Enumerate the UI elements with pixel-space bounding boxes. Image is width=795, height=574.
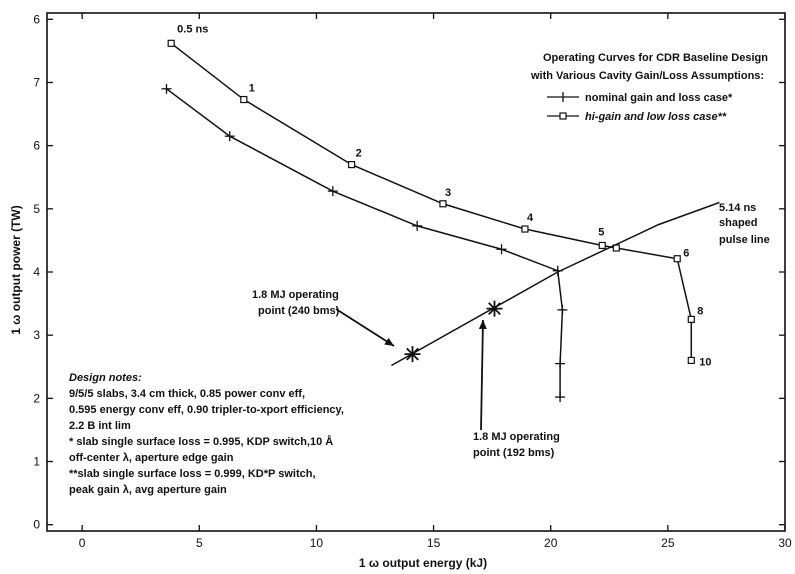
point-label-2: 2	[356, 148, 362, 160]
y-tick-label-0: 0	[33, 518, 40, 532]
annotation-192-line-1: 1.8 MJ operating	[473, 431, 560, 443]
x-tick-label-6: 30	[778, 536, 792, 550]
point-nominal-gain-and-loss-case-1	[224, 131, 235, 142]
design-note-line-6: **slab single surface loss = 0.999, KD*P…	[69, 468, 316, 480]
point-nominal-gain-and-loss-case-4	[496, 244, 507, 255]
annotation-pulse-line-1: 5.14 ns	[719, 202, 756, 214]
y-axis-label: 1 ω output power (TW)	[9, 205, 23, 334]
design-note-line-4: * slab single surface loss = 0.995, KDP …	[69, 436, 334, 448]
annotation-240-line-2: point (240 bms)	[258, 305, 340, 317]
point-label-1: 1	[249, 83, 255, 95]
y-tick-label-5: 5	[33, 202, 40, 216]
x-tick-label-3: 15	[427, 536, 441, 550]
point-hi-gain-and-low-loss-case-4	[521, 225, 529, 233]
y-tick-label-7: 7	[33, 75, 40, 89]
legend-swatch-nominal	[547, 92, 579, 102]
design-note-line-7: peak gain λ, avg aperture gain	[69, 484, 227, 496]
design-note-line-2: 0.595 energy conv eff, 0.90 tripler-to-x…	[69, 404, 344, 416]
legend-label-hi-gain: hi-gain and low loss case**	[585, 111, 727, 123]
y-tick-label-4: 4	[33, 265, 40, 279]
operating-point-star-1	[486, 300, 503, 317]
annotation-pulse-line: 5.14 ns shaped pulse line	[719, 202, 770, 246]
annotation-192-line-2: point (192 bms)	[473, 447, 555, 459]
annotation-pulse-line-2: shaped	[719, 217, 758, 229]
series-nominal-gain-and-loss-case	[166, 88, 564, 398]
legend-label-nominal: nominal gain and loss case*	[585, 92, 733, 104]
annotation-pulse-line-3: pulse line	[719, 234, 770, 246]
legend-title-line-1: Operating Curves for CDR Baseline Design	[543, 52, 768, 64]
point-hi-gain-and-low-loss-case-8	[687, 315, 695, 323]
point-label-9: 10	[699, 356, 711, 368]
design-notes: Design notes: 9/5/5 slabs, 3.4 cm thick,…	[69, 370, 399, 498]
annotation-192-bms: 1.8 MJ operating point (192 bms)	[473, 319, 560, 459]
point-hi-gain-and-low-loss-case-3	[439, 200, 447, 208]
legend: Operating Curves for CDR Baseline Design…	[530, 52, 768, 123]
point-nominal-gain-and-loss-case-2	[327, 186, 338, 197]
point-label-5: 5	[598, 226, 604, 238]
y-tick-label-8: 6	[33, 12, 40, 26]
legend-title-line-2: with Various Cavity Gain/Loss Assumption…	[530, 70, 764, 82]
y-tick-label-6: 6	[33, 139, 40, 153]
series-layer	[161, 39, 720, 403]
annotation-240-line-1: 1.8 MJ operating	[252, 289, 339, 301]
point-hi-gain-and-low-loss-case-7	[673, 255, 681, 263]
operating-point-star-0	[404, 346, 421, 363]
x-tick-label-5: 25	[661, 536, 675, 550]
x-axis-label: 1 ω output energy (kJ)	[359, 556, 487, 570]
annotation-240-arrow	[335, 308, 395, 347]
point-nominal-gain-and-loss-case-3	[412, 220, 423, 231]
point-nominal-gain-and-loss-case-7	[555, 358, 566, 369]
labels-layer: 0.5 ns 1 2 3 4 5 6 8 10	[177, 23, 711, 368]
star-stroke-3	[406, 347, 419, 361]
series-pulse-line	[391, 201, 720, 367]
x-tick-label-0: 0	[79, 536, 86, 550]
y-tick-label-3: 3	[33, 328, 40, 342]
point-hi-gain-and-low-loss-case-2	[347, 161, 356, 169]
point-hi-gain-and-low-loss-case-1	[240, 95, 248, 104]
point-nominal-gain-and-loss-case-0	[161, 83, 172, 94]
point-nominal-gain-and-loss-case-8	[555, 392, 566, 403]
design-note-line-1: 9/5/5 slabs, 3.4 cm thick, 0.85 power co…	[69, 388, 305, 400]
design-note-line-5: off-center λ, aperture edge gain	[69, 452, 234, 464]
x-tick-label-1: 5	[196, 536, 203, 550]
annotation-240-bms: 1.8 MJ operating point (240 bms)	[252, 289, 395, 347]
y-tick-label-1: 1	[33, 455, 40, 469]
point-label-3: 3	[445, 187, 451, 199]
point-hi-gain-and-low-loss-case-5	[598, 241, 606, 250]
point-label-4: 4	[527, 212, 534, 224]
x-tick-label-4: 20	[544, 536, 558, 550]
annotation-192-arrow	[478, 319, 487, 431]
design-notes-title: Design notes:	[69, 372, 142, 384]
point-label-7: 6	[683, 248, 689, 260]
x-tick-label-2: 10	[310, 536, 324, 550]
point-label-0: 0.5 ns	[177, 23, 208, 35]
point-hi-gain-and-low-loss-case-0	[167, 39, 175, 47]
series-hi-gain-and-low-loss-case	[170, 42, 693, 361]
star-stroke-3	[488, 302, 501, 316]
y-tick-label-2: 2	[33, 391, 40, 405]
point-nominal-gain-and-loss-case-6	[557, 304, 568, 315]
point-hi-gain-and-low-loss-case-9	[687, 356, 695, 365]
point-label-8: 8	[697, 305, 703, 317]
design-note-line-3: 2.2 B int lim	[69, 420, 131, 432]
legend-swatch-hi-gain	[547, 112, 579, 120]
